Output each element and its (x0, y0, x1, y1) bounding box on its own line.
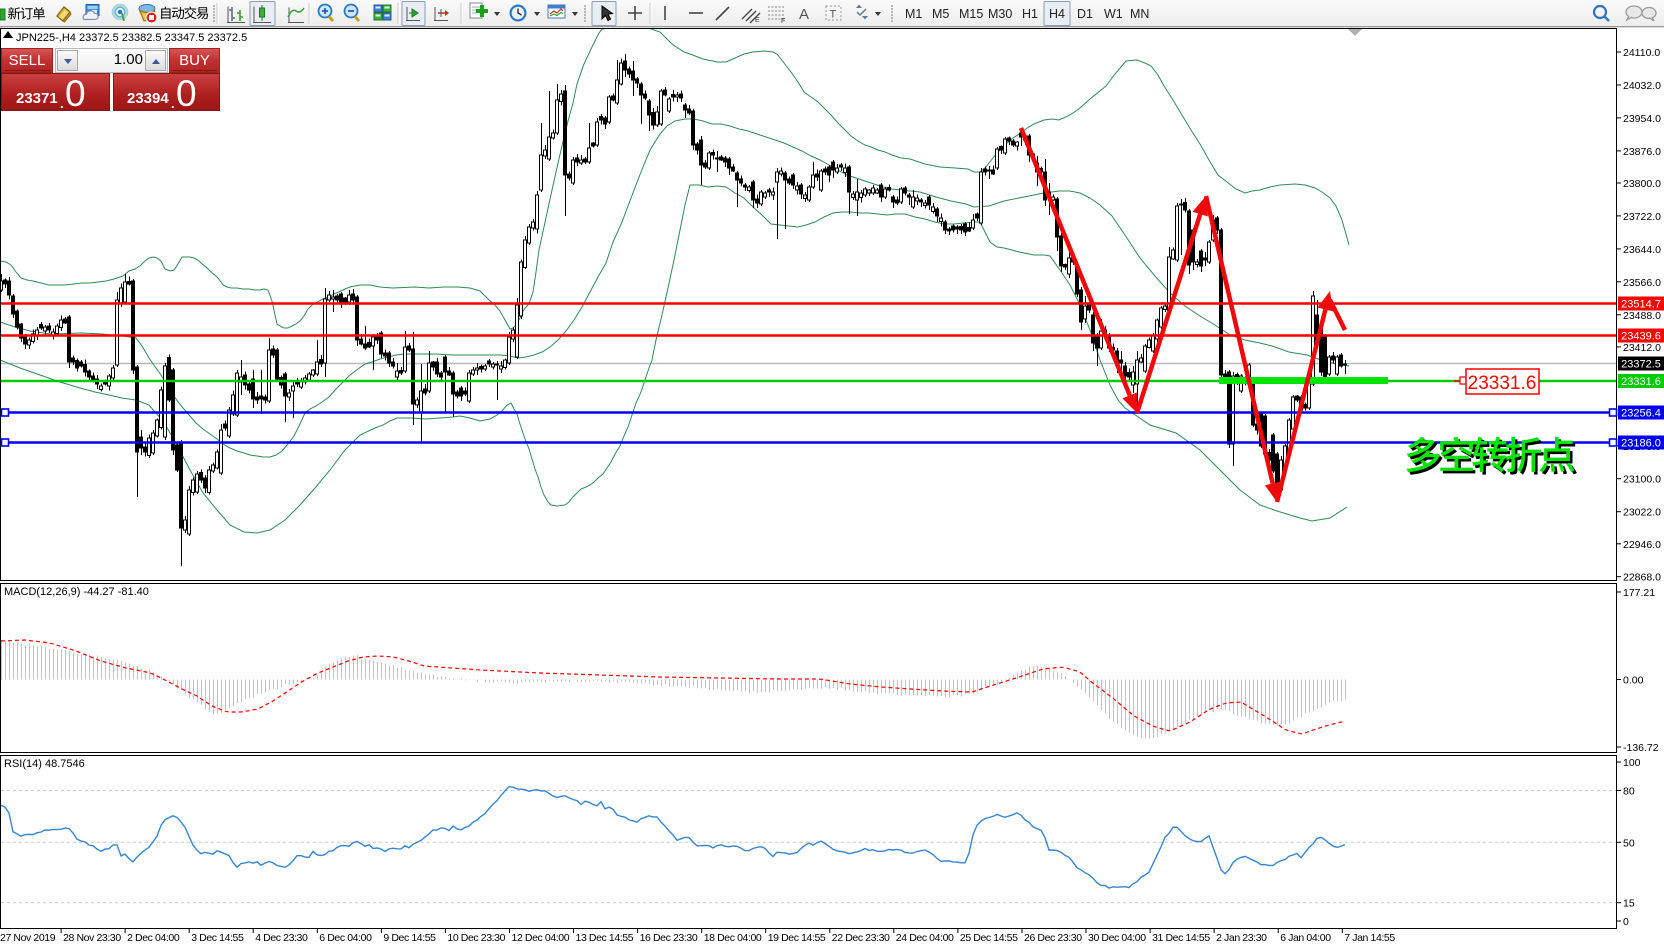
svg-text:0: 0 (1623, 916, 1629, 928)
svg-text:M30: M30 (988, 7, 1012, 21)
svg-text:MACD(12,26,9) -44.27 -81.40: MACD(12,26,9) -44.27 -81.40 (4, 586, 149, 598)
svg-text:25 Dec 14:55: 25 Dec 14:55 (960, 932, 1018, 944)
svg-text:12 Dec 04:00: 12 Dec 04:00 (512, 932, 570, 944)
svg-text:24032.0: 24032.0 (1623, 80, 1661, 92)
svg-text:-136.72: -136.72 (1623, 742, 1659, 754)
svg-text:19 Dec 14:55: 19 Dec 14:55 (768, 932, 826, 944)
svg-text:22868.0: 22868.0 (1623, 572, 1661, 584)
svg-text:15: 15 (1623, 898, 1635, 910)
svg-text:22 Dec 23:30: 22 Dec 23:30 (832, 932, 890, 944)
svg-text:23256.4: 23256.4 (1621, 408, 1661, 420)
svg-text:23331.6: 23331.6 (1621, 376, 1661, 388)
svg-text:23439.6: 23439.6 (1621, 331, 1661, 343)
svg-text:177.21: 177.21 (1623, 587, 1655, 599)
svg-text:27 Nov 2019: 27 Nov 2019 (0, 932, 56, 944)
svg-text:23488.0: 23488.0 (1623, 310, 1661, 322)
svg-text:9 Dec 14:55: 9 Dec 14:55 (383, 932, 436, 944)
svg-text:22946.0: 22946.0 (1623, 539, 1661, 551)
svg-text:23331.6: 23331.6 (1468, 373, 1537, 394)
svg-text:E: E (755, 17, 760, 24)
svg-text:M15: M15 (959, 7, 983, 21)
svg-text:M5: M5 (932, 7, 949, 21)
svg-text:30 Dec 04:00: 30 Dec 04:00 (1088, 932, 1146, 944)
svg-text:23514.7: 23514.7 (1621, 299, 1661, 311)
svg-text:JPN225-,H4 23372.5 23382.5 23: JPN225-,H4 23372.5 23382.5 23347.5 23372… (16, 32, 247, 44)
svg-text:RSI(14) 48.7546: RSI(14) 48.7546 (4, 758, 85, 770)
svg-text:M1: M1 (905, 7, 922, 21)
svg-text:H4: H4 (1049, 7, 1065, 21)
svg-text:4 Dec 23:30: 4 Dec 23:30 (255, 932, 308, 944)
svg-text:F: F (781, 18, 785, 25)
svg-text:24 Dec 04:00: 24 Dec 04:00 (896, 932, 954, 944)
svg-text:23876.0: 23876.0 (1623, 146, 1661, 158)
svg-text:50: 50 (1623, 837, 1635, 849)
svg-text:16 Dec 23:30: 16 Dec 23:30 (640, 932, 698, 944)
svg-text:D1: D1 (1077, 7, 1093, 21)
svg-text:23022.0: 23022.0 (1623, 507, 1661, 519)
svg-text:100: 100 (1623, 757, 1641, 769)
svg-text:7 Jan 14:55: 7 Jan 14:55 (1344, 932, 1395, 944)
svg-text:23644.0: 23644.0 (1623, 244, 1661, 256)
svg-text:A: A (799, 6, 809, 23)
svg-text:3 Dec 14:55: 3 Dec 14:55 (191, 932, 244, 944)
svg-text:26 Dec 23:30: 26 Dec 23:30 (1024, 932, 1082, 944)
svg-text:23412.0: 23412.0 (1623, 342, 1661, 354)
svg-text:24110.0: 24110.0 (1623, 47, 1660, 59)
svg-text:6 Jan 04:00: 6 Jan 04:00 (1280, 932, 1331, 944)
svg-text:23566.0: 23566.0 (1623, 277, 1661, 289)
svg-text:13 Dec 14:55: 13 Dec 14:55 (576, 932, 634, 944)
svg-text:23722.0: 23722.0 (1623, 211, 1661, 223)
svg-text:23372.5: 23372.5 (1621, 359, 1661, 371)
svg-text:H1: H1 (1022, 7, 1038, 21)
svg-text:23186.0: 23186.0 (1621, 438, 1661, 450)
svg-text:6 Dec 04:00: 6 Dec 04:00 (319, 932, 372, 944)
svg-text:W1: W1 (1104, 7, 1123, 21)
svg-text:28 Nov 23:30: 28 Nov 23:30 (63, 932, 121, 944)
svg-text:2 Dec 04:00: 2 Dec 04:00 (127, 932, 180, 944)
svg-text:18 Dec 04:00: 18 Dec 04:00 (704, 932, 762, 944)
svg-text:2 Jan 23:30: 2 Jan 23:30 (1216, 932, 1267, 944)
svg-text:31 Dec 14:55: 31 Dec 14:55 (1152, 932, 1210, 944)
svg-text:80: 80 (1623, 786, 1635, 798)
svg-text:0.00: 0.00 (1623, 675, 1644, 687)
svg-text:T: T (830, 9, 837, 21)
svg-text:MN: MN (1130, 7, 1149, 21)
svg-text:23100.0: 23100.0 (1623, 474, 1661, 486)
svg-text:10 Dec 23:30: 10 Dec 23:30 (447, 932, 505, 944)
svg-text:23954.0: 23954.0 (1623, 113, 1661, 125)
svg-text:23800.0: 23800.0 (1623, 178, 1661, 190)
